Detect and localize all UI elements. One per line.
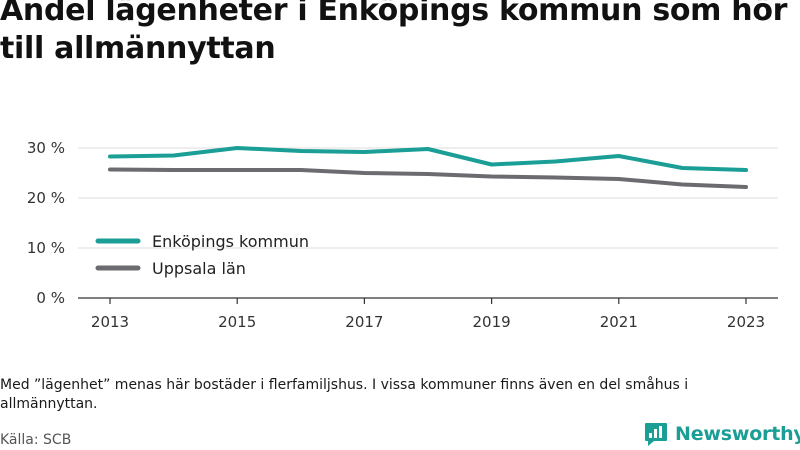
x-axis: 2013 2015 2017 2019 2021 2023 <box>78 297 778 331</box>
legend-label: Uppsala län <box>152 259 246 278</box>
y-tick-label: 30 % <box>27 139 65 157</box>
x-tick-label: 2023 <box>727 313 765 331</box>
chart-title: Andel lägenheter i Enköpings kommun som … <box>0 0 788 66</box>
source-label: Källa: SCB <box>0 432 72 448</box>
newsworthy-logo-icon <box>645 423 667 446</box>
x-tick-label: 2015 <box>218 313 256 331</box>
line-chart: 0 % 10 % 20 % 30 % 2013 2015 2017 2019 2021 2023… <box>27 139 778 331</box>
x-tick-label: 2021 <box>600 313 638 331</box>
series-line-enk-pings-kommun <box>108 146 748 172</box>
footnote: Med ”lägenhet” menas här bostäder i fler… <box>0 377 689 412</box>
legend-label: Enköpings kommun <box>152 232 309 251</box>
y-tick-label: 0 % <box>36 289 65 307</box>
x-tick-label: 2013 <box>91 313 129 331</box>
x-tick-label: 2019 <box>473 313 511 331</box>
series-lines <box>108 146 748 189</box>
x-tick-label: 2017 <box>345 313 383 331</box>
legend: Enköpings kommun Uppsala län <box>95 232 309 278</box>
brand-name: Newsworthy <box>675 423 800 445</box>
y-tick-label: 20 % <box>27 189 65 207</box>
newsworthy-logo[interactable]: Newsworthy <box>644 420 800 448</box>
y-tick-label: 10 % <box>27 239 65 257</box>
y-axis-ticks: 0 % 10 % 20 % 30 % <box>27 139 65 307</box>
series-line-uppsala-l-n <box>108 167 748 189</box>
